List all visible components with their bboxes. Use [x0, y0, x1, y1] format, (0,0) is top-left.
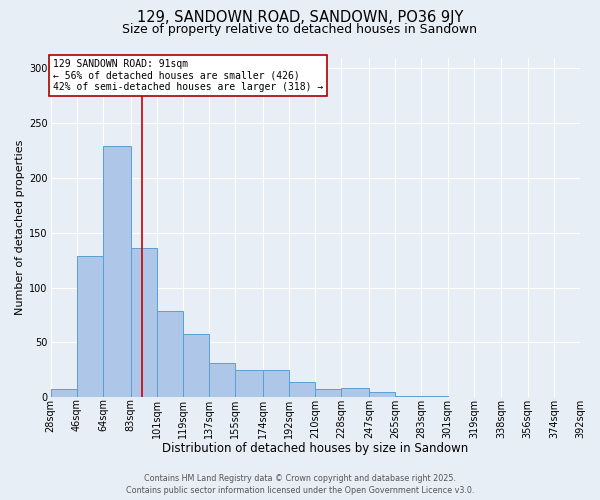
Bar [209, 363, 235, 397]
Bar [289, 382, 315, 397]
X-axis label: Distribution of detached houses by size in Sandown: Distribution of detached houses by size … [162, 442, 469, 455]
Bar [131, 248, 157, 397]
Bar [183, 334, 209, 397]
Bar [77, 256, 103, 397]
Bar [369, 392, 395, 397]
Text: Contains HM Land Registry data © Crown copyright and database right 2025.
Contai: Contains HM Land Registry data © Crown c… [126, 474, 474, 495]
Text: 129 SANDOWN ROAD: 91sqm
← 56% of detached houses are smaller (426)
42% of semi-d: 129 SANDOWN ROAD: 91sqm ← 56% of detache… [53, 59, 323, 92]
Bar [315, 390, 341, 397]
Bar [421, 396, 448, 397]
Bar [157, 310, 183, 397]
Bar [50, 390, 77, 397]
Bar [103, 146, 131, 397]
Bar [235, 370, 263, 397]
Bar [341, 388, 369, 397]
Bar [263, 370, 289, 397]
Text: 129, SANDOWN ROAD, SANDOWN, PO36 9JY: 129, SANDOWN ROAD, SANDOWN, PO36 9JY [137, 10, 463, 25]
Bar [395, 396, 421, 397]
Y-axis label: Number of detached properties: Number of detached properties [15, 140, 25, 315]
Text: Size of property relative to detached houses in Sandown: Size of property relative to detached ho… [122, 22, 478, 36]
